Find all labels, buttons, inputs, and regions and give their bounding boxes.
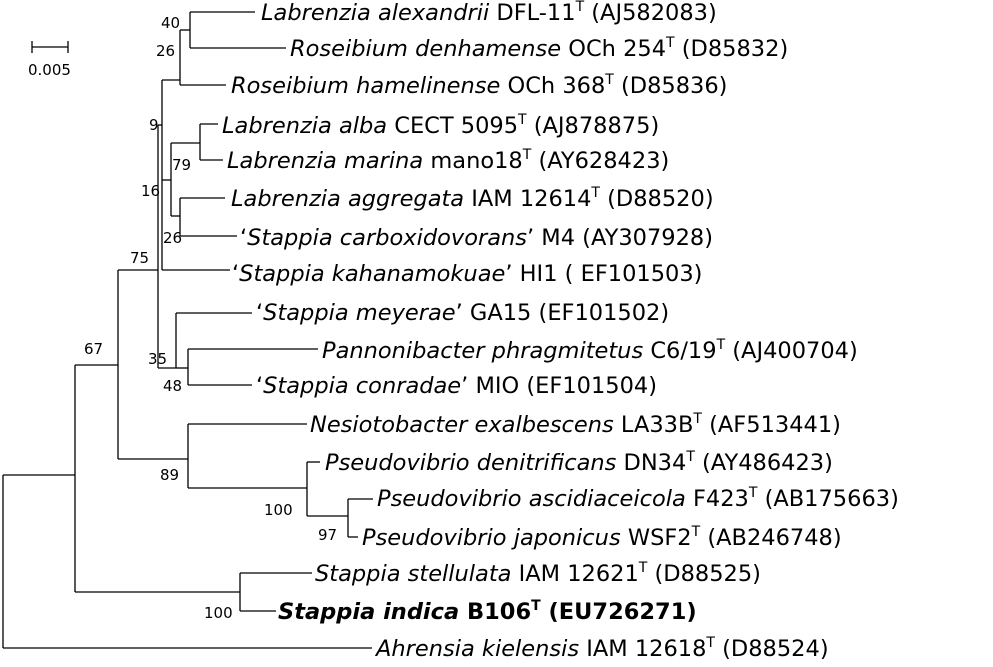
bootstrap-value: 16: [141, 182, 160, 200]
leaf-labels: Labrenzia alexandrii DFL-11T (AJ582083) R…: [222, 0, 899, 662]
leaf-label: Pseudovibrio ascidiaceicola F423T (AB175…: [377, 485, 899, 512]
accession-number: (AF513441): [702, 412, 841, 438]
species-name: Stappia carboxidovorans: [247, 225, 527, 251]
species-name: Labrenzia aggregata: [231, 186, 464, 212]
species-name: Nesiotobacter exalbescens: [310, 412, 614, 438]
accession-number: (AY628423): [531, 148, 669, 174]
leaf-label: Ahrensia kielensis IAM 12618T (D88524): [374, 635, 829, 662]
leaf-label: Nesiotobacter exalbescens LA33BT (AF5134…: [310, 411, 841, 438]
bootstrap-value: 48: [163, 377, 182, 395]
bootstrap-value: 75: [130, 249, 149, 267]
bootstrap-value: 67: [84, 340, 103, 358]
bootstrap-value: 9: [149, 116, 159, 134]
leaf-label: Labrenzia alexandrii DFL-11T (AJ582083): [261, 0, 717, 26]
strain-name: DN34: [616, 450, 686, 476]
strain-name: OCh 368: [500, 73, 605, 99]
leaf-label: Labrenzia aggregata IAM 12614T (D88520): [231, 185, 714, 212]
species-name: Roseibium hamelinense: [231, 73, 500, 99]
strain-name: HI1: [512, 261, 557, 287]
accession-number: (D85832): [675, 36, 789, 62]
strain-name: IAM 12614: [464, 186, 591, 212]
bootstrap-value: 35: [148, 350, 167, 368]
strain-name: F423: [686, 486, 749, 512]
bootstrap-value: 26: [156, 42, 175, 60]
accession-number: (AB175663): [757, 486, 898, 512]
accession-number: (AJ582083): [584, 0, 717, 26]
bootstrap-value: 89: [160, 466, 179, 484]
accession-number: (D85836): [614, 73, 728, 99]
accession-number: (AJ400704): [725, 338, 858, 364]
strain-name: M4: [534, 225, 575, 251]
strain-name: CECT 5095: [387, 113, 518, 139]
accession-number: (AB246748): [700, 525, 841, 551]
bootstrap-value: 100: [204, 604, 233, 622]
bootstrap-value: 97: [318, 526, 337, 544]
species-name: Pannonibacter phragmitetus: [322, 338, 643, 364]
strain-name: mano18: [423, 148, 523, 174]
species-name: Pseudovibrio ascidiaceicola: [377, 486, 686, 512]
bootstrap-value: 100: [264, 501, 293, 519]
species-name: Pseudovibrio denitrificans: [325, 450, 617, 476]
species-name: Labrenzia alexandrii: [261, 0, 490, 26]
leaf-label: Pseudovibrio denitrificans DN34T (AY4864…: [325, 449, 833, 476]
species-name: Ahrensia kielensis: [374, 636, 579, 662]
species-name: Labrenzia marina: [227, 148, 423, 174]
tree-branches: [2, 11, 373, 649]
accession-number: (AY307928): [575, 225, 713, 251]
scale-bar: 0.005: [28, 41, 71, 79]
accession-number: (EF101502): [531, 300, 669, 326]
leaf-label: ‘Stappia kahanamokuae’ HI1 ( EF101503): [232, 261, 702, 287]
species-name: Roseibium denhamense: [290, 36, 561, 62]
species-name: Stappia stellulata: [315, 561, 511, 587]
strain-name: GA15: [463, 300, 532, 326]
accession-number: (AJ878875): [527, 113, 660, 139]
leaf-label: Roseibium hamelinense OCh 368T (D85836): [231, 72, 727, 99]
leaf-label: Pseudovibrio japonicus WSF2T (AB246748): [362, 524, 842, 551]
strain-name: B106: [459, 599, 531, 625]
strain-name: WSF2: [621, 525, 692, 551]
leaf-label: ‘Stappia carboxidovorans’ M4 (AY307928): [240, 225, 713, 251]
leaf-label: ‘Stappia meyerae’ GA15 (EF101502): [256, 300, 669, 326]
accession-number: (D88520): [600, 186, 714, 212]
bootstrap-value: 79: [172, 156, 191, 174]
species-name: Stappia meyerae: [263, 300, 455, 326]
leaf-label: Roseibium denhamense OCh 254T (D85832): [290, 35, 788, 62]
accession-number: (D88524): [715, 636, 829, 662]
strain-name: OCh 254: [561, 36, 666, 62]
accession-number: ( EF101503): [558, 261, 703, 287]
leaf-label: Labrenzia marina mano18T (AY628423): [227, 147, 669, 174]
accession-number: (EF101504): [519, 373, 657, 399]
strain-name: IAM 12618: [579, 636, 706, 662]
leaf-label: Labrenzia alba CECT 5095T (AJ878875): [222, 112, 659, 139]
species-name: Labrenzia alba: [222, 113, 387, 139]
species-name: Pseudovibrio japonicus: [362, 525, 621, 551]
species-name: Stappia conradae: [263, 373, 461, 399]
strain-name: LA33B: [614, 412, 694, 438]
strain-name: IAM 12621: [511, 561, 638, 587]
strain-name: C6/19: [643, 338, 716, 364]
scale-bar-label: 0.005: [28, 61, 71, 79]
bootstrap-value: 26: [163, 229, 182, 247]
leaf-label: Stappia stellulata IAM 12621T (D88525): [315, 560, 761, 587]
bootstrap-values: 40 26 9 79 16 26 75 35 48 67 89 100 97 1…: [84, 14, 337, 622]
bootstrap-value: 40: [161, 14, 180, 32]
leaf-label: Stappia indica B106T (EU726271): [278, 598, 697, 625]
leaf-label: Pannonibacter phragmitetus C6/19T (AJ400…: [322, 337, 858, 364]
leaf-label: ‘Stappia conradae’ MIO (EF101504): [256, 373, 657, 399]
accession-number: (D88525): [647, 561, 761, 587]
species-name: Stappia indica: [278, 599, 459, 625]
accession-number: (AY486423): [695, 450, 833, 476]
strain-name: DFL-11: [489, 0, 575, 26]
strain-name: MIO: [468, 373, 519, 399]
accession-number: (EU726271): [541, 599, 697, 625]
species-name: Stappia kahanamokuae: [239, 261, 505, 287]
